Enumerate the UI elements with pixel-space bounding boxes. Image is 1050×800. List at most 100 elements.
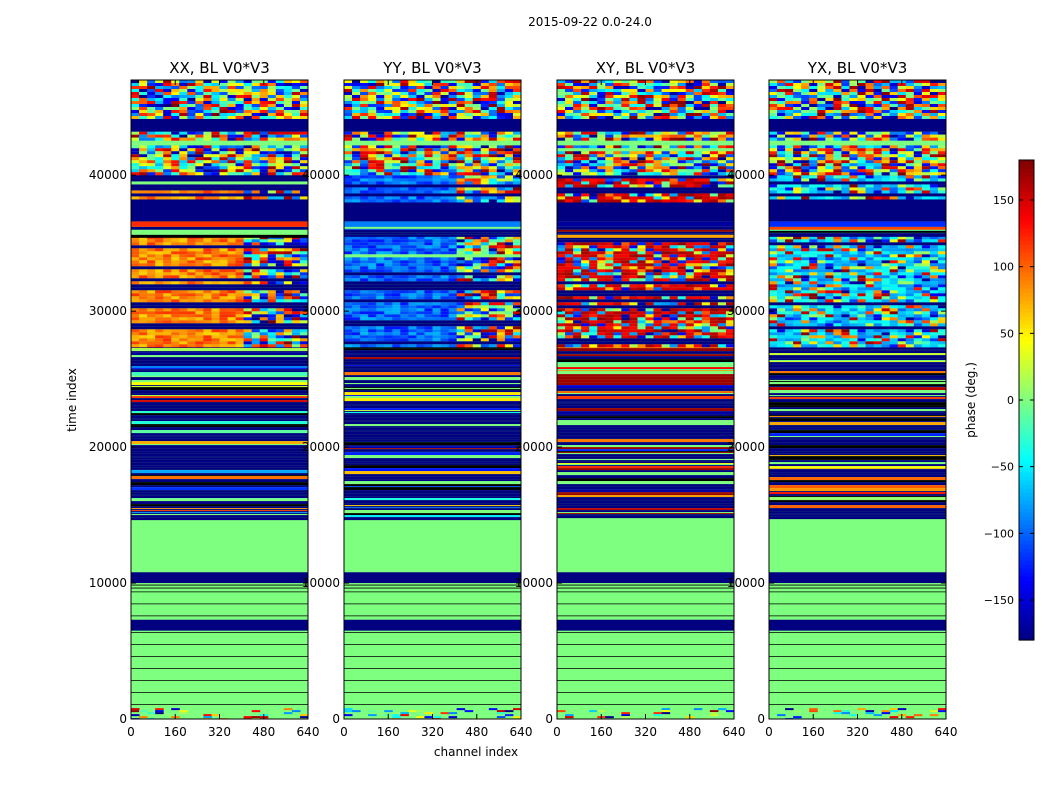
colorbar-tick-label: 0 xyxy=(1007,394,1014,407)
colorbar-segment xyxy=(1019,444,1034,449)
y-tick-label: 40000 xyxy=(89,168,127,182)
colorbar-segment xyxy=(1019,228,1034,233)
colorbar-segment xyxy=(1019,248,1034,253)
colorbar-segment xyxy=(1019,204,1034,209)
colorbar-segment xyxy=(1019,440,1034,445)
colorbar-segment xyxy=(1019,348,1034,353)
x-tick-label: 0 xyxy=(553,725,561,739)
colorbar-segment xyxy=(1019,520,1034,525)
colorbar-segment xyxy=(1019,252,1034,257)
colorbar-segment xyxy=(1019,604,1034,609)
x-tick-label: 320 xyxy=(208,725,231,739)
colorbar-segment xyxy=(1019,380,1034,385)
colorbar-segment xyxy=(1019,272,1034,277)
colorbar-segment xyxy=(1019,452,1034,457)
colorbar-tick-label: −100 xyxy=(984,527,1014,540)
x-tick-label: 160 xyxy=(377,725,400,739)
colorbar-segment xyxy=(1019,176,1034,181)
colorbar-segment xyxy=(1019,496,1034,501)
colorbar-segment xyxy=(1019,208,1034,213)
colorbar-segment xyxy=(1019,240,1034,245)
colorbar-segment xyxy=(1019,576,1034,581)
x-tick-label: 480 xyxy=(678,725,701,739)
y-tick-label: 20000 xyxy=(727,440,765,454)
x-tick-label: 320 xyxy=(421,725,444,739)
colorbar-segment xyxy=(1019,408,1034,413)
panel-title: XY, BL V0*V3 xyxy=(596,59,696,77)
colorbar-segment xyxy=(1019,356,1034,361)
colorbar-segment xyxy=(1019,528,1034,533)
colorbar: 150 100 50 0 −50 −100 −150 xyxy=(984,159,1035,641)
colorbar-segment xyxy=(1019,484,1034,489)
colorbar-segment xyxy=(1019,196,1034,201)
colorbar-segment xyxy=(1019,628,1034,633)
colorbar-segment xyxy=(1019,420,1034,425)
colorbar-segment xyxy=(1019,612,1034,617)
colorbar-segment xyxy=(1019,216,1034,221)
panel-0: XX, BL V0*V3 0 160 320 480 640 0 10000 20000 3000… xyxy=(89,59,320,739)
colorbar-segment xyxy=(1019,600,1034,605)
colorbar-segment xyxy=(1019,344,1034,349)
colorbar-segment xyxy=(1019,368,1034,373)
panel-title: YX, BL V0*V3 xyxy=(807,59,908,77)
colorbar-segment xyxy=(1019,620,1034,625)
colorbar-segment xyxy=(1019,584,1034,589)
colorbar-segment xyxy=(1019,260,1034,265)
x-tick-label: 640 xyxy=(723,725,746,739)
colorbar-segment xyxy=(1019,424,1034,429)
colorbar-segment xyxy=(1019,232,1034,237)
y-tick-label: 0 xyxy=(545,712,553,726)
colorbar-segment xyxy=(1019,512,1034,517)
colorbar-segment xyxy=(1019,532,1034,537)
colorbar-segment xyxy=(1019,480,1034,485)
colorbar-segment xyxy=(1019,464,1034,469)
colorbar-segment xyxy=(1019,564,1034,569)
colorbar-segment xyxy=(1019,212,1034,217)
colorbar-segment xyxy=(1019,536,1034,541)
colorbar-segment xyxy=(1019,540,1034,545)
colorbar-segment xyxy=(1019,352,1034,357)
y-tick-label: 30000 xyxy=(515,304,553,318)
x-tick-label: 0 xyxy=(127,725,135,739)
colorbar-segment xyxy=(1019,264,1034,269)
colorbar-segment xyxy=(1019,164,1034,169)
x-axis-label: channel index xyxy=(434,745,518,759)
colorbar-segment xyxy=(1019,508,1034,513)
colorbar-segment xyxy=(1019,276,1034,281)
colorbar-segment xyxy=(1019,596,1034,601)
colorbar-segment xyxy=(1019,300,1034,305)
x-tick-label: 320 xyxy=(846,725,869,739)
colorbar-segment xyxy=(1019,336,1034,341)
colorbar-segment xyxy=(1019,400,1034,405)
y-tick-label: 30000 xyxy=(89,304,127,318)
y-tick-label: 20000 xyxy=(515,440,553,454)
colorbar-segment xyxy=(1019,456,1034,461)
panel-image xyxy=(344,80,521,719)
colorbar-segment xyxy=(1019,544,1034,549)
colorbar-segment xyxy=(1019,476,1034,481)
panel-title: YY, BL V0*V3 xyxy=(382,59,481,77)
colorbar-segment xyxy=(1019,224,1034,229)
y-axis-label: time index xyxy=(65,368,79,432)
colorbar-segment xyxy=(1019,448,1034,453)
colorbar-segment xyxy=(1019,364,1034,369)
y-tick-label: 0 xyxy=(119,712,127,726)
colorbar-segment xyxy=(1019,548,1034,553)
colorbar-segment xyxy=(1019,588,1034,593)
y-tick-label: 30000 xyxy=(727,304,765,318)
colorbar-segment xyxy=(1019,180,1034,185)
colorbar-segment xyxy=(1019,488,1034,493)
colorbar-segment xyxy=(1019,284,1034,289)
panel-image xyxy=(769,80,946,719)
colorbar-segment xyxy=(1019,468,1034,473)
colorbar-segment xyxy=(1019,384,1034,389)
colorbar-segment xyxy=(1019,560,1034,565)
colorbar-segment xyxy=(1019,636,1034,641)
y-tick-label: 40000 xyxy=(727,168,765,182)
colorbar-segment xyxy=(1019,404,1034,409)
colorbar-segment xyxy=(1019,516,1034,521)
colorbar-segment xyxy=(1019,308,1034,313)
colorbar-segment xyxy=(1019,500,1034,505)
colorbar-segment xyxy=(1019,572,1034,577)
